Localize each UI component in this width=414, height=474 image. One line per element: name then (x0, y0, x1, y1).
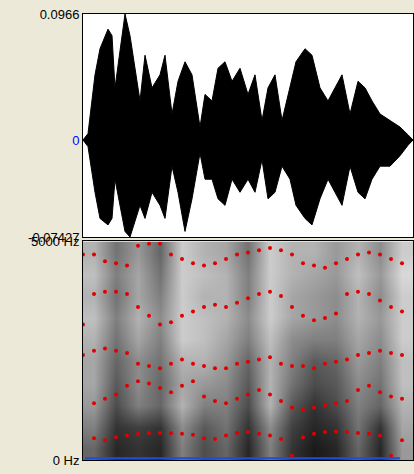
svg-text:-0.07427: -0.07427 (28, 230, 79, 245)
svg-text:0 Hz: 0 Hz (53, 453, 80, 468)
svg-text:0.0966: 0.0966 (40, 7, 80, 22)
svg-text:5000 Hz: 5000 Hz (31, 234, 79, 249)
svg-text:0: 0 (72, 133, 79, 148)
